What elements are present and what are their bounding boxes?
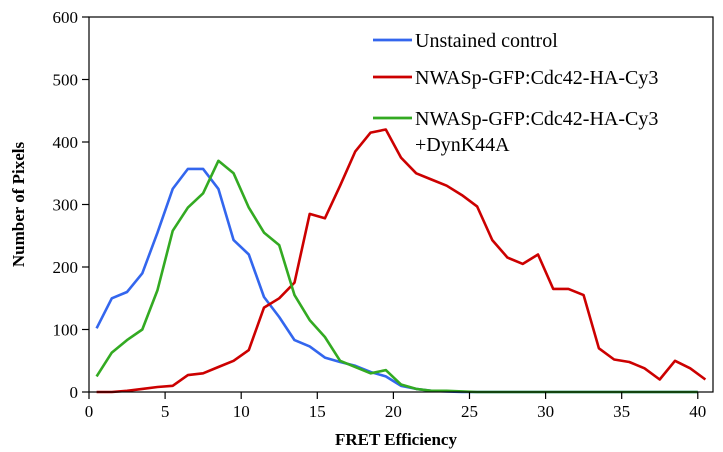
legend-label-1: Unstained control	[415, 30, 558, 52]
y-tick-label: 300	[53, 196, 79, 215]
y-tick-label: 500	[53, 71, 79, 90]
x-tick-label: 35	[613, 402, 630, 421]
legend-label-2: NWASp-GFP:Cdc42-HA-Cy3	[415, 67, 658, 89]
x-tick-label: 25	[461, 402, 478, 421]
x-axis-title: FRET Efficiency	[335, 430, 457, 449]
x-tick-label: 30	[537, 402, 554, 421]
y-tick-label: 600	[53, 8, 79, 27]
y-axis-title: Number of Pixels	[9, 141, 28, 267]
x-tick-label: 5	[161, 402, 170, 421]
y-tick-label: 200	[53, 258, 79, 277]
x-tick-label: 0	[85, 402, 94, 421]
x-tick-label: 40	[689, 402, 706, 421]
series-line-3	[95, 159, 698, 394]
y-tick-label: 400	[53, 133, 79, 152]
x-tick-label: 20	[385, 402, 402, 421]
x-tick-label: 15	[309, 402, 326, 421]
y-tick-label: 100	[53, 321, 79, 340]
series-line-2	[96, 128, 707, 394]
x-tick-label: 10	[233, 402, 250, 421]
series-line-1	[95, 167, 698, 394]
legend-label-3: NWASp-GFP:Cdc42-HA-Cy3 +DynK44A	[415, 108, 658, 156]
y-tick-label: 0	[70, 383, 79, 402]
